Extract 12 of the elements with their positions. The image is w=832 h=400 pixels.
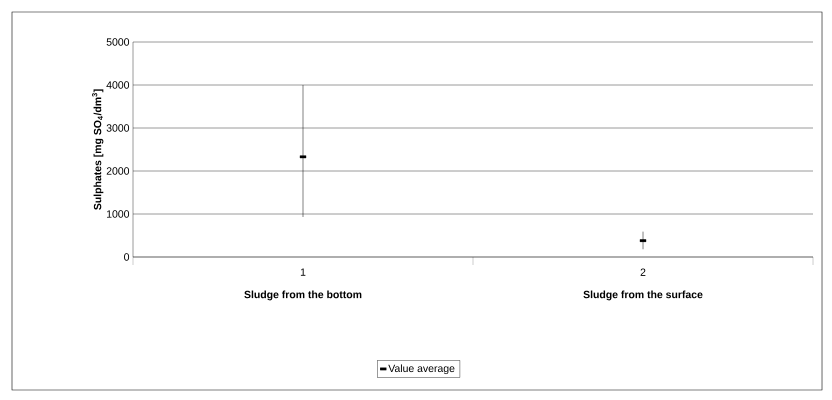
y-tick-label: 4000	[106, 81, 130, 89]
legend-label: Value average	[388, 364, 454, 374]
x-tick-label: 1	[300, 268, 306, 276]
y-tick-label: 0	[124, 253, 130, 261]
x-tick-label: 2	[640, 268, 646, 276]
y-tick-label: 3000	[106, 124, 130, 132]
text: Sludge from the surface	[583, 290, 703, 300]
y-tick-label: 5000	[106, 38, 130, 46]
text: Sludge from the bottom	[244, 290, 362, 300]
y-axis-title: Sulphates [mg SO$_{4}$/dm$^{3}$]	[92, 89, 104, 210]
y-tick-label: 1000	[107, 210, 130, 218]
y-tick-label: 2000	[106, 167, 130, 175]
